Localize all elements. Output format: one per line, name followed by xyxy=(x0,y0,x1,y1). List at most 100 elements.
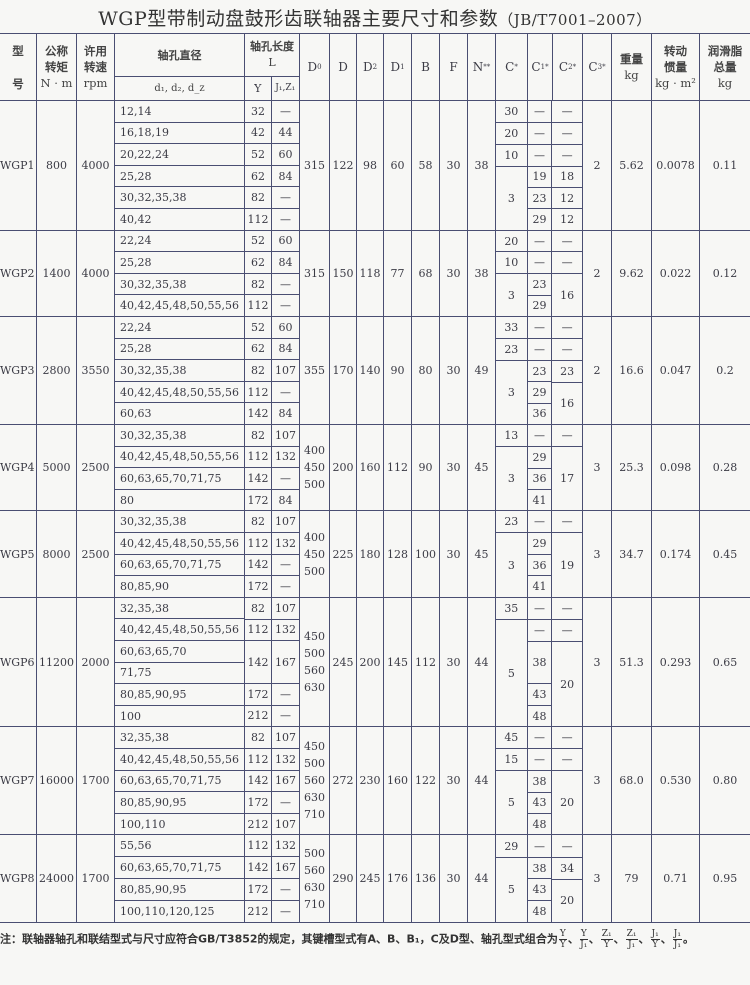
c1-value: 29 xyxy=(527,533,552,555)
bore-diameter-item: 60,63,65,70,71,75 xyxy=(115,857,244,880)
header-dim-subscript: 1 xyxy=(400,63,405,71)
length-y-item: 52 xyxy=(245,317,271,339)
speed-cell: 1700 xyxy=(77,727,115,835)
b-cell: 112 xyxy=(412,597,440,727)
c1-value: 48 xyxy=(532,904,547,918)
c2-value: — xyxy=(561,429,573,443)
length-y-item: 142 xyxy=(247,407,269,421)
c-segment: 29 — — xyxy=(496,835,582,858)
fraction-denominator: Y xyxy=(559,940,566,950)
length-y-item: 212 xyxy=(247,709,269,723)
torque-cell: 24000 xyxy=(37,835,77,922)
bore-diameter-list: 30,32,35,38 40,42,45,48,50,55,56 60,63,65,… xyxy=(115,511,245,597)
c1-value: — xyxy=(534,256,545,270)
d0-value: 315 xyxy=(304,266,325,280)
c-value: 15 xyxy=(496,749,528,771)
c2-list: 23 16 xyxy=(552,361,582,424)
d0-value: 710 xyxy=(304,808,325,822)
d1-cell: 112 xyxy=(384,424,412,511)
c1-list: — xyxy=(528,749,553,771)
length-j-item: 44 xyxy=(272,123,299,145)
length-y-list: 52 62 82 112 142 xyxy=(245,316,272,424)
b-cell: 68 xyxy=(412,230,440,316)
d2-cell: 180 xyxy=(357,511,384,597)
length-j-item: 107 xyxy=(272,598,299,620)
length-j-item: 167 xyxy=(272,857,299,880)
fraction-numerator: Z₁ xyxy=(600,929,613,940)
c2-value: — xyxy=(552,620,582,643)
c-segment: 10 — — xyxy=(496,252,582,275)
d1-cell: 128 xyxy=(384,511,412,597)
length-y-item: 82 xyxy=(245,360,271,382)
c1-value: 36 xyxy=(527,469,552,490)
header-speed-line: 转速 xyxy=(84,60,107,74)
length-j-item: 107 xyxy=(272,360,299,382)
b-cell: 80 xyxy=(412,316,440,424)
length-y-list: 32 42 52 62 82 112 xyxy=(245,101,272,230)
fraction-numerator: Z₁ xyxy=(625,929,638,940)
fraction-denominator: Y xyxy=(603,940,610,950)
length-j-item: 84 xyxy=(278,407,293,421)
note-end: 。 xyxy=(682,932,694,946)
d0-value: 400 xyxy=(304,444,325,458)
weight-cell: 9.62 xyxy=(612,230,652,316)
c-segment: 3 23 29 16 xyxy=(496,274,582,316)
c1-value: 29 xyxy=(532,212,547,226)
c2-value: — xyxy=(561,839,573,853)
d0-cell: 400 450 500 xyxy=(300,511,330,597)
bore-diameter-item: 20,22,24 xyxy=(115,144,244,166)
c2-list: — xyxy=(552,727,582,748)
n-cell: 45 xyxy=(468,424,496,511)
c2-list: 20 xyxy=(552,771,582,834)
model-row-wgp6: WGP6 11200 2000 32,35,38 40,42,45,48,50,55,5… xyxy=(0,597,750,728)
d1-cell: 77 xyxy=(384,230,412,316)
c-value: 13 xyxy=(496,424,528,447)
header-length-bottom: Y J₁,Z₁ xyxy=(245,76,299,100)
c1-list: — xyxy=(528,511,553,533)
model-cell: WGP8 xyxy=(0,835,37,922)
c2-value: 12 xyxy=(552,188,582,210)
c-block: 29 — — 5 38 43 48 34 20 xyxy=(496,835,583,922)
bore-diameter-item: 60,63 xyxy=(120,407,152,421)
length-y-list: 82 112 142 172 212 xyxy=(245,597,272,727)
length-y-item: 112 xyxy=(245,447,271,469)
model-row-wgp1: WGP1 800 4000 12,14 16,18,19 20,22,24 25,28 30,… xyxy=(0,101,750,231)
header-speed-line: 许用 xyxy=(84,44,107,58)
bore-diameter-item: 71,75 xyxy=(115,663,244,685)
n-cell: 44 xyxy=(468,727,496,835)
header-dim-symbol: D xyxy=(338,60,348,74)
bore-diameter-item: 30,32,35,38 xyxy=(115,274,244,296)
bore-diameter-item: 100,110,120,125 xyxy=(120,904,215,918)
d-cell: 170 xyxy=(330,316,357,424)
bore-diameter-list: 32,35,38 40,42,45,48,50,55,56 60,63,65,70,… xyxy=(115,727,245,835)
c2-value: — xyxy=(561,731,573,745)
c2-list: — xyxy=(552,101,582,122)
length-y-item: 142 xyxy=(245,641,271,684)
c-block: 33— —23— —3 23 29 36 23 16 xyxy=(496,316,583,424)
d1-cell: 160 xyxy=(384,727,412,835)
bore-diameter-list: 12,14 16,18,19 20,22,24 25,28 30,32,35,38 40,… xyxy=(115,101,245,230)
c-value: 5 xyxy=(496,857,528,922)
separator: 、 xyxy=(638,932,650,946)
c2-value: 18 xyxy=(552,167,582,189)
length-j-item: 132 xyxy=(272,533,299,555)
c2-value: 17 xyxy=(560,472,575,486)
length-j-item: — xyxy=(272,555,299,577)
model-cell: WGP5 xyxy=(0,511,37,597)
bore-diameter-item: 40,42,45,48,50,55,56 xyxy=(115,619,244,641)
bore-diameter-item: 80,85,90,95 xyxy=(115,792,244,814)
d2-cell: 98 xyxy=(357,101,384,230)
c-value: 30 xyxy=(496,101,528,122)
model-row-wgp5: WGP5 8000 2500 30,32,35,38 40,42,45,48,50,55… xyxy=(0,511,750,598)
d0-value: 400 xyxy=(304,530,325,544)
separator: 、 xyxy=(567,932,579,946)
coupling-dimension-table: 型号公称 转矩 N · m 许用 转速 rpm 轴孔直径 d₁, d₂, d_z 轴孔长度 L Y J… xyxy=(0,33,750,923)
b-cell: 90 xyxy=(412,424,440,511)
c1-value: — xyxy=(534,104,545,118)
d-cell: 122 xyxy=(330,101,357,230)
d0-value: 500 xyxy=(304,647,325,661)
header-length-y: Y xyxy=(245,76,272,100)
c-value: 3 xyxy=(496,166,528,230)
c1-list: — xyxy=(528,727,553,749)
c2-value: 20 xyxy=(560,894,575,908)
